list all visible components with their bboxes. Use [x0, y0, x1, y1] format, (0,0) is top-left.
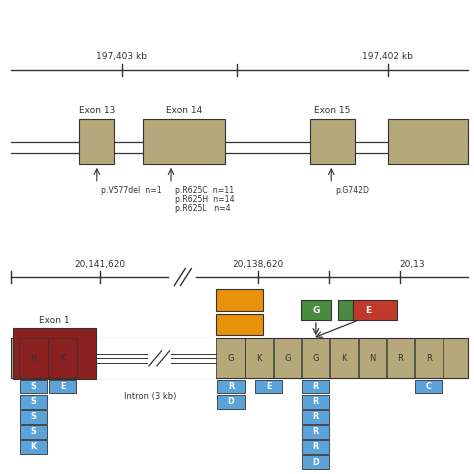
- Bar: [255, 380, 282, 393]
- Text: E: E: [365, 306, 371, 315]
- Text: N: N: [30, 354, 36, 363]
- Bar: [357, 338, 387, 378]
- Text: S: S: [30, 397, 36, 406]
- Bar: [216, 289, 263, 311]
- Text: N: N: [369, 354, 375, 363]
- Text: p.V577del  n=1: p.V577del n=1: [100, 186, 161, 195]
- Text: S: S: [30, 382, 36, 391]
- Text: G: G: [284, 354, 291, 363]
- Text: Exon 15: Exon 15: [314, 107, 351, 116]
- Text: K: K: [30, 442, 36, 451]
- Text: 197,403 kb: 197,403 kb: [96, 52, 147, 61]
- Text: G: G: [228, 354, 234, 363]
- Bar: [217, 395, 245, 409]
- Text: E: E: [266, 382, 271, 391]
- Bar: [273, 338, 302, 378]
- Bar: [217, 380, 245, 393]
- Text: S: S: [30, 428, 36, 437]
- Bar: [353, 300, 397, 320]
- Text: p.R625L   n=4: p.R625L n=4: [175, 204, 230, 213]
- Bar: [302, 380, 329, 393]
- Text: K: K: [256, 354, 262, 363]
- Text: R: R: [426, 354, 432, 363]
- Bar: [143, 119, 225, 164]
- Bar: [49, 380, 76, 393]
- Text: D: D: [228, 397, 234, 406]
- Text: Intron (3 kb): Intron (3 kb): [124, 392, 176, 401]
- Text: p.G742D: p.G742D: [335, 186, 369, 195]
- Bar: [48, 338, 77, 378]
- Bar: [19, 338, 48, 378]
- Bar: [20, 425, 47, 438]
- Bar: [301, 300, 331, 320]
- Text: R: R: [398, 354, 403, 363]
- Text: R: R: [313, 412, 319, 421]
- Text: R: R: [313, 428, 319, 437]
- Text: D: D: [312, 457, 319, 466]
- Bar: [13, 328, 96, 379]
- Bar: [310, 119, 355, 164]
- Text: G: G: [312, 306, 319, 315]
- Bar: [302, 440, 329, 454]
- Bar: [414, 338, 443, 378]
- Text: K: K: [60, 354, 65, 363]
- Bar: [386, 338, 415, 378]
- Text: 197,402 kb: 197,402 kb: [362, 52, 413, 61]
- Text: E: E: [60, 382, 65, 391]
- Bar: [245, 338, 274, 378]
- Text: p.R625C  n=11: p.R625C n=11: [175, 186, 234, 195]
- Text: Exon 13: Exon 13: [79, 107, 115, 116]
- Bar: [216, 314, 263, 336]
- Bar: [302, 395, 329, 409]
- Bar: [302, 410, 329, 424]
- Bar: [415, 380, 442, 393]
- Text: 20,138,620: 20,138,620: [233, 260, 284, 269]
- Text: C: C: [426, 382, 432, 391]
- Bar: [79, 119, 115, 164]
- Bar: [338, 300, 353, 320]
- Text: S: S: [30, 412, 36, 421]
- Bar: [388, 119, 468, 164]
- Text: 20,13: 20,13: [400, 260, 425, 269]
- Text: R: R: [313, 382, 319, 391]
- Text: Exon 1: Exon 1: [39, 316, 70, 325]
- Bar: [96, 338, 216, 379]
- Text: K: K: [341, 354, 346, 363]
- Bar: [20, 395, 47, 409]
- Text: G: G: [312, 354, 319, 363]
- Bar: [302, 455, 329, 469]
- Text: p.R625H  n=14: p.R625H n=14: [175, 195, 235, 204]
- Bar: [20, 440, 47, 454]
- Bar: [301, 338, 330, 378]
- Text: R: R: [228, 382, 234, 391]
- Text: Exon 14: Exon 14: [166, 107, 202, 116]
- Text: R: R: [313, 442, 319, 451]
- Bar: [302, 425, 329, 438]
- Bar: [20, 380, 47, 393]
- Bar: [216, 338, 246, 378]
- Text: 20,141,620: 20,141,620: [75, 260, 126, 269]
- Bar: [20, 410, 47, 424]
- Bar: [11, 338, 468, 378]
- Bar: [329, 338, 358, 378]
- Text: R: R: [313, 397, 319, 406]
